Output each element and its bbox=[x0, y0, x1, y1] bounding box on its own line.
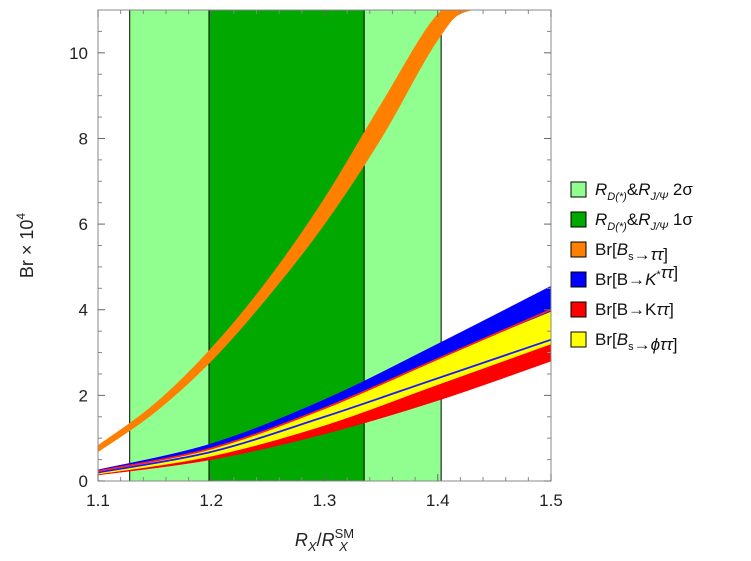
axis-labels: RX/RSM X Br × 104 bbox=[14, 213, 354, 554]
x-axis-label: RX/RSM X bbox=[295, 526, 354, 554]
x-tick-label: 1.5 bbox=[539, 491, 563, 510]
legend-swatch bbox=[570, 241, 587, 258]
legend-label: RD(*)&RJ/Ψ 2σ bbox=[595, 180, 693, 203]
y-tick-label: 8 bbox=[79, 129, 88, 148]
legend-label: Br[Bs→ϕττ] bbox=[595, 330, 677, 354]
legend-label: RD(*)&RJ/Ψ 1σ bbox=[595, 210, 693, 233]
legend-swatch bbox=[570, 271, 587, 288]
legend-swatch bbox=[570, 211, 587, 228]
y-tick-label: 10 bbox=[69, 44, 88, 63]
band-0 bbox=[98, 10, 551, 453]
y-tick-label: 2 bbox=[79, 386, 88, 405]
legend-label: Br[B→K*ττ] bbox=[595, 263, 678, 289]
regions-layer bbox=[129, 9, 442, 482]
legend-swatch bbox=[570, 301, 587, 318]
legend-swatch bbox=[570, 181, 587, 198]
y-tick-label: 4 bbox=[79, 301, 88, 320]
line-red-upper-edge bbox=[98, 308, 551, 473]
y-tick-label: 0 bbox=[79, 472, 88, 491]
x-tick-label: 1.2 bbox=[199, 491, 223, 510]
legend-swatch bbox=[570, 331, 587, 348]
ticks-layer: 1.1 1.2 1.3 1.4 1.5 0 2 4 6 8 10 bbox=[69, 9, 563, 510]
legend-label: Br[Bs→ττ] bbox=[595, 240, 668, 264]
y-axis-label: Br × 104 bbox=[14, 213, 37, 279]
legend-label: Br[B→Kττ] bbox=[595, 300, 674, 319]
line-blue-central bbox=[98, 338, 551, 474]
x-tick-label: 1.1 bbox=[86, 491, 110, 510]
x-tick-label: 1.3 bbox=[313, 491, 337, 510]
y-tick-label: 6 bbox=[79, 215, 88, 234]
bands-layer bbox=[98, 10, 551, 476]
x-tick-label: 1.4 bbox=[426, 491, 450, 510]
